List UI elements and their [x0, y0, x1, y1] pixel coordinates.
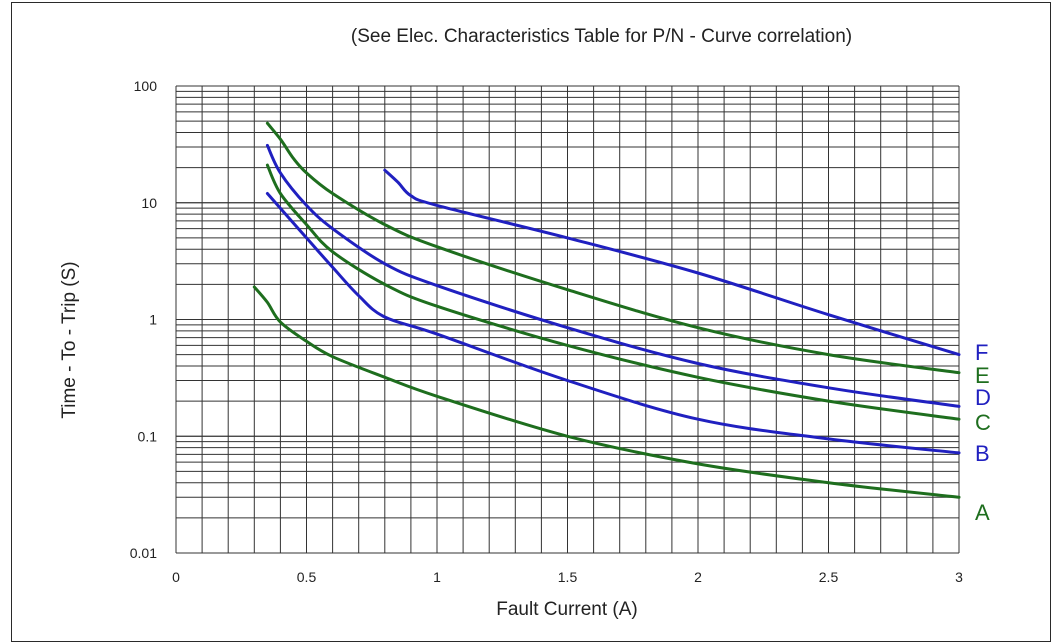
axis-ticks: 0 0.5 1 1.5 2 2.5 3 0.01 0.1 1 10 100: [130, 78, 963, 585]
series-curve-c: [265, 163, 961, 421]
y-tick-label: 0.1: [138, 428, 158, 444]
x-tick-label: 3: [955, 569, 963, 585]
series-curve-d: [265, 143, 961, 408]
series-label-c: C: [975, 410, 991, 435]
x-axis-label: Fault Current (A): [496, 599, 638, 620]
series-curve-e: [265, 121, 961, 375]
y-tick-label: 10: [141, 195, 157, 211]
series-curves: [252, 121, 961, 499]
series-label-a: A: [975, 500, 990, 525]
series-label-b: B: [975, 441, 990, 466]
y-tick-label: 0.01: [130, 545, 157, 561]
y-tick-label: 100: [134, 78, 158, 94]
x-tick-label: 1.5: [558, 569, 578, 585]
x-tick-label: 0.5: [297, 569, 317, 585]
x-tick-label: 2.5: [819, 569, 839, 585]
series-label-d: D: [975, 385, 991, 410]
series-label-f: F: [975, 340, 988, 365]
chart-title: (See Elec. Characteristics Table for P/N…: [350, 26, 853, 47]
series-curve-a: [252, 285, 961, 499]
y-tick-label: 1: [149, 312, 157, 328]
series-curve-f: [383, 168, 961, 357]
x-tick-label: 1: [433, 569, 441, 585]
series-curve-b: [265, 192, 961, 455]
x-tick-label: 2: [694, 569, 702, 585]
x-tick-label: 0: [172, 569, 180, 585]
series-label-e: E: [975, 363, 990, 388]
